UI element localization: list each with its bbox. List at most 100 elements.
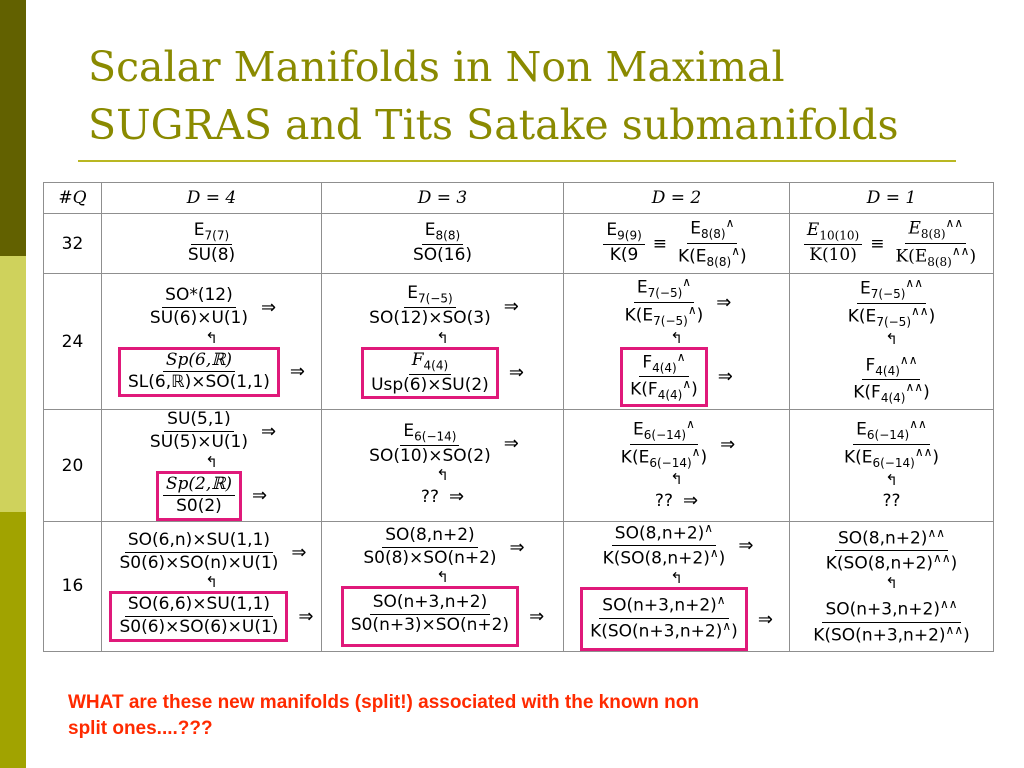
q-value: 16 xyxy=(43,521,102,652)
highlighted-coset: SO(6,6)×SU(1,1) S0(6)×SO(6)×U(1) xyxy=(109,591,289,642)
coset-fraction: E6(−14)∧ K(E6(−14)∧) xyxy=(620,416,708,470)
implies-arrow: ⇒ xyxy=(738,535,754,557)
cell-d3: SO(8,n+2) S0(8)×SO(n+2) ⇒ ↰ SO(n+3,n+2) S0(… xyxy=(321,521,564,652)
implies-arrow: ⇒ xyxy=(716,291,732,313)
coset-fraction: SO(n+3,n+2)∧∧ K(SO(n+3,n+2)∧∧) xyxy=(813,597,970,646)
header-q: #Q xyxy=(43,182,102,214)
slide-title: Scalar Manifolds in Non Maximal SUGRAS a… xyxy=(88,38,968,154)
sidebar-block-light xyxy=(0,256,26,512)
coset-fraction: E7(−5)∧∧ K(E7(−5)∧∧) xyxy=(847,275,936,329)
hook-arrow: ↰ xyxy=(205,328,218,347)
hook-arrow: ↰ xyxy=(205,573,218,592)
question-note: WHAT are these new manifolds (split!) as… xyxy=(68,690,968,742)
q-value: 20 xyxy=(43,409,102,522)
implies-arrow: ⇒ xyxy=(261,420,277,442)
implies-arrow: ⇒ xyxy=(720,433,736,455)
highlighted-coset: F4(4)∧ K(F4(4)∧) xyxy=(620,346,708,408)
highlighted-coset: SO(n+3,n+2)∧ K(SO(n+3,n+2)∧) xyxy=(580,587,748,651)
highlighted-coset: F4(4) Usp(6)×SU(2) xyxy=(361,346,499,400)
cell-d4: SO*(12) SU(6)×U(1) ⇒ ↰ Sp(6,ℝ) SL(6,ℝ)×SO(1… xyxy=(101,273,322,410)
implies-arrow: ⇒ xyxy=(508,362,524,384)
manifold-table: #Q D = 4 D = 3 D = 2 D = 1 32 E7(7) SU(8… xyxy=(43,182,994,652)
coset-fraction: E7(7) SU(8) xyxy=(187,220,236,266)
hook-arrow: ↰ xyxy=(670,569,683,588)
equivalence-sign: ≡ xyxy=(870,233,885,254)
sidebar-accent xyxy=(0,0,26,768)
coset-fraction: E7(−5) SO(12)×SO(3) xyxy=(369,282,491,328)
unknown-marker: ?? xyxy=(882,490,901,511)
implies-arrow: ⇒ xyxy=(503,295,519,317)
hook-arrow: ↰ xyxy=(670,328,683,347)
coset-fraction: E6(−14)∧∧ K(E6(−14)∧∧) xyxy=(843,417,940,471)
cell-d1: E10(10) K(10) ≡ E8(8)∧∧ K(E8(8)∧∧) xyxy=(789,213,994,274)
cell-d1: E6(−14)∧∧ K(E6(−14)∧∧) ↰ ?? xyxy=(789,409,994,522)
cell-d1: E7(−5)∧∧ K(E7(−5)∧∧) ↰ F4(4)∧∧ K(F4(4)∧∧) xyxy=(789,273,994,410)
implies-arrow: ⇒ xyxy=(503,433,519,455)
highlighted-coset: Sp(6,ℝ) SL(6,ℝ)×SO(1,1) xyxy=(117,346,280,397)
implies-arrow: ⇒ xyxy=(252,485,268,507)
implies-arrow: ⇒ xyxy=(682,490,699,512)
hook-arrow: ↰ xyxy=(670,470,683,489)
cell-d2: SO(8,n+2)∧ K(SO(8,n+2)∧) ⇒ ↰ SO(n+3,n+2)∧ K… xyxy=(563,521,790,652)
header-d4: D = 4 xyxy=(101,182,322,214)
implies-arrow: ⇒ xyxy=(291,541,307,563)
cell-d4: E7(7) SU(8) xyxy=(101,213,322,274)
hook-arrow: ↰ xyxy=(436,466,449,485)
cell-d2: E7(−5)∧ K(E7(−5)∧) ⇒ ↰ F4(4)∧ K(F4(4)∧) ⇒ xyxy=(563,273,790,410)
hook-arrow: ↰ xyxy=(885,574,898,593)
title-line-1: Scalar Manifolds in Non Maximal xyxy=(88,43,785,91)
implies-arrow: ⇒ xyxy=(289,361,306,383)
coset-fraction: SO*(12) SU(6)×U(1) xyxy=(149,285,248,328)
table-row: 32 E7(7) SU(8) E8(8) SO(16) E9(9) K(9 ≡ … xyxy=(43,213,994,274)
coset-fraction: E9(9) K(9 xyxy=(603,220,645,266)
title-divider xyxy=(78,160,956,162)
table-row: 16 SO(6,n)×SU(1,1) S0(6)×SO(n)×U(1) ⇒ ↰ SO… xyxy=(43,521,994,652)
hook-arrow: ↰ xyxy=(436,328,449,347)
note-line-2: split ones....??? xyxy=(68,718,213,739)
cell-d2: E6(−14)∧ K(E6(−14)∧) ⇒ ↰ ?? ⇒ xyxy=(563,409,790,522)
highlighted-coset: SO(n+3,n+2) S0(n+3)×SO(n+2) xyxy=(340,586,520,647)
hook-arrow: ↰ xyxy=(885,470,898,489)
header-row: #Q D = 4 D = 3 D = 2 D = 1 xyxy=(43,182,994,214)
coset-fraction: SO(8,n+2)∧ K(SO(8,n+2)∧) xyxy=(602,521,726,569)
sidebar-block-dark xyxy=(0,0,26,256)
implies-arrow: ⇒ xyxy=(529,605,545,627)
coset-fraction: E10(10) K(10) xyxy=(803,220,863,266)
sidebar-block-mid xyxy=(0,512,26,768)
unknown-marker: ?? xyxy=(420,486,439,507)
hook-arrow: ↰ xyxy=(436,568,449,587)
cell-d2: E9(9) K(9 ≡ E8(8)∧ K(E8(8)∧) xyxy=(563,213,790,274)
cell-d3: E8(8) SO(16) xyxy=(321,213,564,274)
title-line-2: SUGRAS and Tits Satake submanifolds xyxy=(88,101,899,149)
highlighted-coset: Sp(2,ℝ) S0(2) xyxy=(155,470,243,521)
header-d1: D = 1 xyxy=(789,182,994,214)
implies-arrow: ⇒ xyxy=(509,536,525,558)
table-row: 24 SO*(12) SU(6)×U(1) ⇒ ↰ Sp(6,ℝ) SL(6,ℝ)×S… xyxy=(43,273,994,410)
hook-arrow: ↰ xyxy=(205,452,218,471)
header-d2: D = 2 xyxy=(563,182,790,214)
implies-arrow: ⇒ xyxy=(757,608,773,630)
implies-arrow: ⇒ xyxy=(717,366,733,388)
note-line-1: WHAT are these new manifolds (split!) as… xyxy=(68,692,699,713)
coset-fraction: SO(8,n+2)∧∧ K(SO(8,n+2)∧∧) xyxy=(825,526,958,574)
cell-d3: E6(−14) SO(10)×SO(2) ⇒ ↰ ?? ⇒ xyxy=(321,409,564,522)
coset-fraction: E6(−14) SO(10)×SO(2) xyxy=(369,420,491,466)
unknown-marker: ?? xyxy=(654,490,673,511)
coset-fraction: SU(5,1) SU(5)×U(1) xyxy=(149,409,248,452)
equivalence-sign: ≡ xyxy=(652,233,668,254)
cell-d3: E7(−5) SO(12)×SO(3) ⇒ ↰ F4(4) Usp(6)×SU(2) ⇒ xyxy=(321,273,564,410)
cell-d4: SU(5,1) SU(5)×U(1) ⇒ ↰ Sp(2,ℝ) S0(2) ⇒ xyxy=(101,409,322,522)
q-value: 24 xyxy=(43,273,102,410)
coset-fraction: E8(8) SO(16) xyxy=(412,220,473,266)
coset-fraction: E8(8)∧ K(E8(8)∧) xyxy=(678,216,747,270)
cell-d4: SO(6,n)×SU(1,1) S0(6)×SO(n)×U(1) ⇒ ↰ SO(6,… xyxy=(101,521,322,652)
table-row: 20 SU(5,1) SU(5)×U(1) ⇒ ↰ Sp(2,ℝ) S0(2) ⇒ E6… xyxy=(43,409,994,522)
coset-fraction: E8(8)∧∧ K(E8(8)∧∧) xyxy=(895,216,977,270)
hook-arrow: ↰ xyxy=(885,329,898,348)
coset-fraction: E7(−5)∧ K(E7(−5)∧) xyxy=(624,274,704,328)
implies-arrow: ⇒ xyxy=(261,296,277,318)
coset-fraction: SO(8,n+2) S0(8)×SO(n+2) xyxy=(363,525,497,568)
implies-arrow: ⇒ xyxy=(448,486,465,508)
implies-arrow: ⇒ xyxy=(298,605,314,627)
q-value: 32 xyxy=(43,213,102,274)
